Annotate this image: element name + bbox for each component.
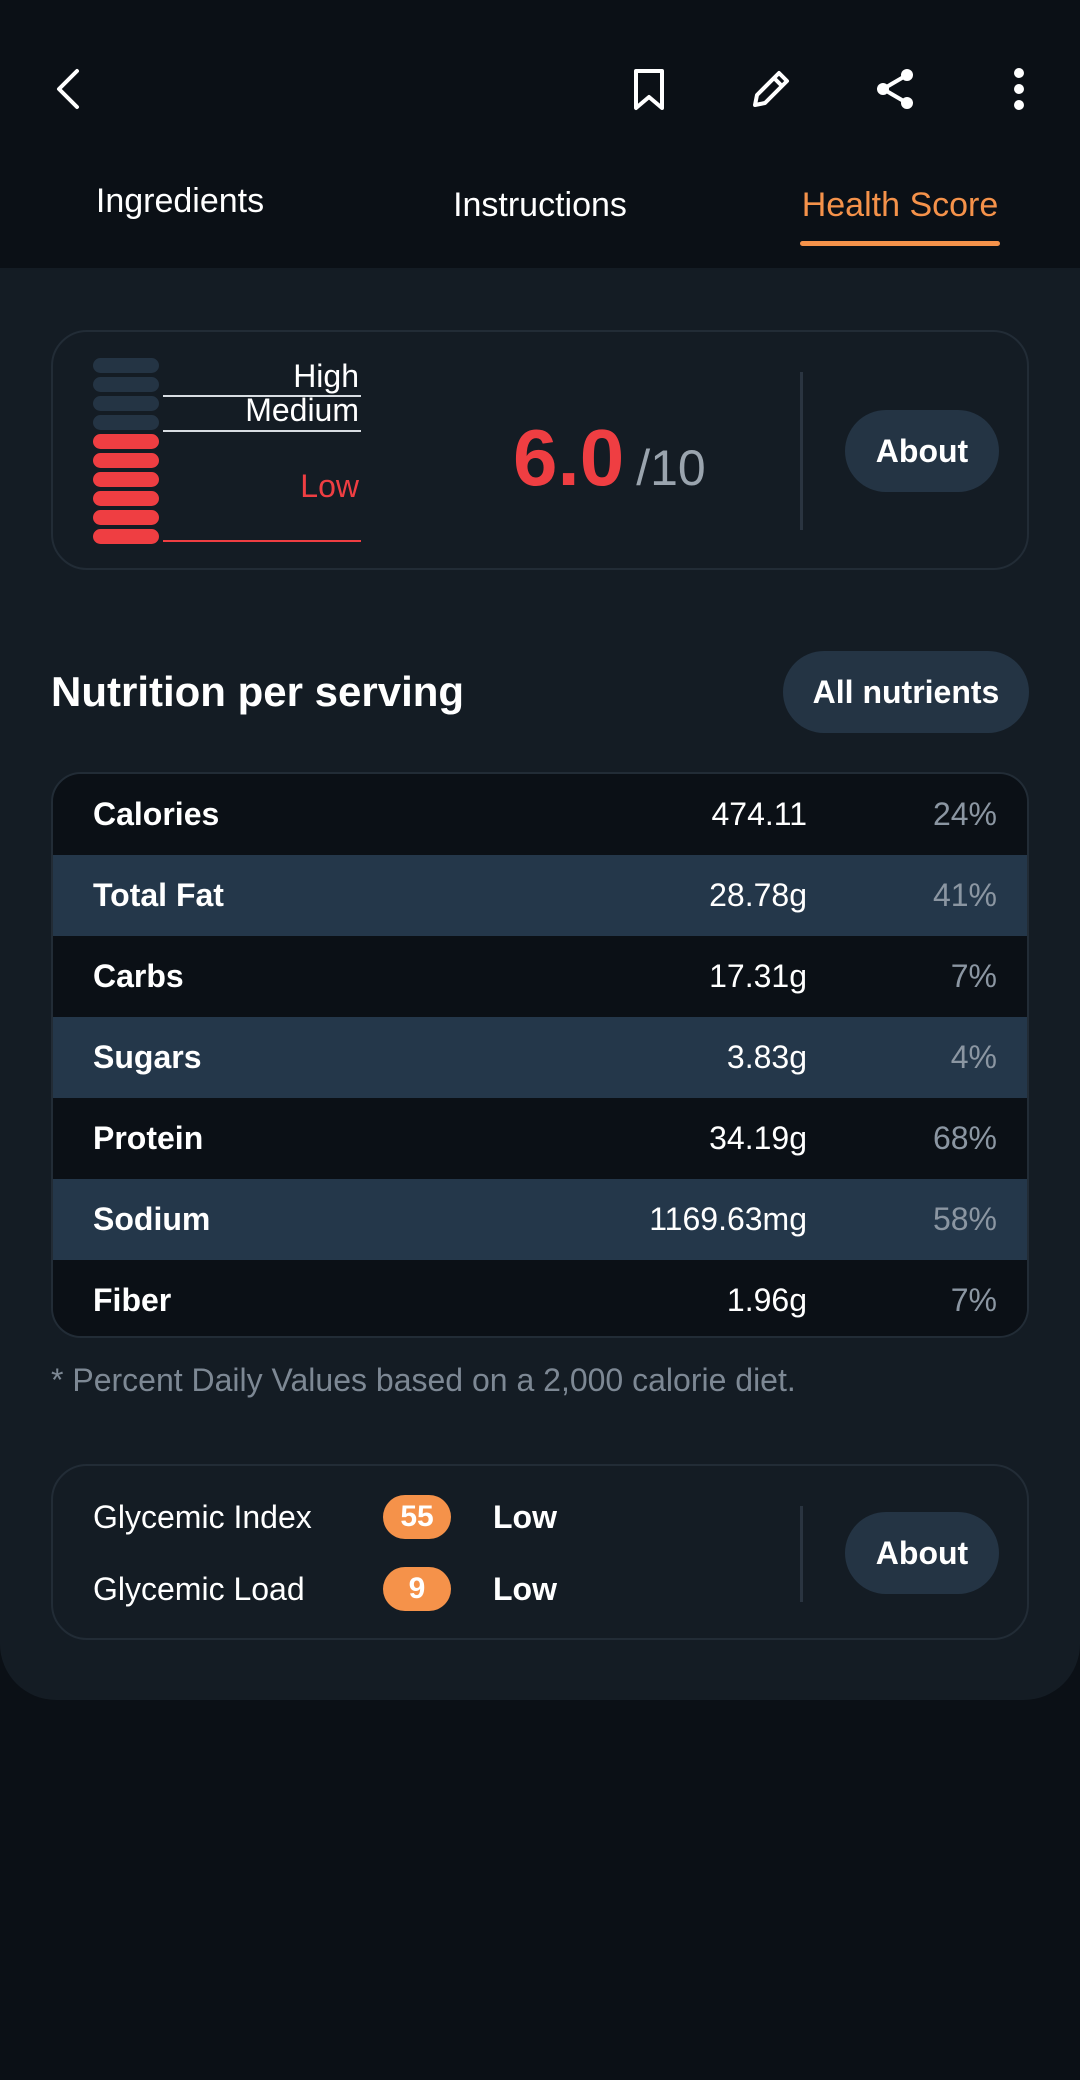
- all-nutrients-button[interactable]: All nutrients: [783, 651, 1029, 733]
- nutrient-percent: 7%: [950, 958, 997, 994]
- tab-health-score[interactable]: Health Score: [800, 186, 1000, 266]
- nutrient-amount: 3.83g: [726, 1039, 807, 1075]
- back-arrow-icon: [57, 69, 79, 109]
- meter-segment: [93, 529, 159, 544]
- table-row: Protein 34.19g 68%: [53, 1098, 1027, 1179]
- meter-segment: [93, 434, 159, 449]
- nutrient-percent: 7%: [950, 1282, 997, 1318]
- nutrient-amount: 17.31g: [709, 958, 807, 994]
- level-low-label: Low: [300, 468, 359, 504]
- tab-instructions-label: Instructions: [453, 186, 627, 224]
- pencil-icon: [753, 71, 789, 107]
- edit-button[interactable]: [736, 54, 806, 124]
- table-row: Sodium 1169.63mg 58%: [53, 1179, 1027, 1260]
- bookmark-icon: [634, 69, 664, 110]
- meter-segment: [93, 377, 159, 392]
- nutrient-name: Protein: [93, 1120, 204, 1156]
- level-high-label: High: [293, 358, 359, 394]
- glycemic-card-divider: [800, 1506, 803, 1602]
- glycemic-about-label: About: [875, 1534, 969, 1571]
- meter-segment: [93, 358, 159, 373]
- nutrient-name: Sodium: [93, 1201, 211, 1237]
- meter-segment: [93, 396, 159, 411]
- table-row: Calories 474.11 24%: [53, 774, 1027, 855]
- level-high-divider: [163, 395, 361, 397]
- back-button[interactable]: [36, 54, 106, 124]
- glycemic-index-badge: 55: [383, 1495, 451, 1539]
- bookmark-button[interactable]: [614, 54, 684, 124]
- nutrient-percent: 41%: [932, 877, 997, 913]
- health-score-card: High Medium Low 6.0 /10 About: [51, 330, 1029, 570]
- health-score-value: 6.0 /10: [513, 412, 813, 512]
- nutrition-table: Calories 474.11 24% Total Fat 28.78g 41%…: [51, 772, 1029, 1338]
- nutrient-name: Total Fat: [93, 877, 224, 913]
- nutrient-name: Calories: [93, 796, 220, 832]
- nutrient-amount: 1.96g: [726, 1282, 807, 1318]
- health-score-meter: [93, 358, 159, 548]
- glycemic-load-level: Low: [493, 1570, 557, 1607]
- active-tab-indicator: [800, 241, 1000, 246]
- meter-segment: [93, 415, 159, 430]
- table-row: Fiber 1.96g 7%: [53, 1260, 1027, 1336]
- meter-segment: [93, 453, 159, 468]
- tab-ingredients-label: Ingredients: [95, 182, 265, 220]
- health-score-about-label: About: [875, 432, 969, 469]
- health-score-about-button[interactable]: About: [845, 410, 999, 492]
- score-card-divider: [800, 372, 803, 530]
- meter-segment: [93, 491, 159, 506]
- tab-health-score-label: Health Score: [801, 186, 999, 224]
- meter-segment: [93, 472, 159, 487]
- glycemic-load-label: Glycemic Load: [93, 1570, 305, 1607]
- nutrition-title: Nutrition per serving: [51, 668, 465, 715]
- all-nutrients-label: All nutrients: [812, 673, 1000, 710]
- score-denominator: /10: [636, 440, 706, 496]
- share-icon: [877, 69, 913, 109]
- tab-instructions[interactable]: Instructions: [440, 186, 640, 266]
- nutrient-name: Fiber: [93, 1282, 172, 1318]
- nutrient-percent: 68%: [932, 1120, 997, 1156]
- table-row: Carbs 17.31g 7%: [53, 936, 1027, 1017]
- score-number: 6.0: [513, 413, 625, 502]
- table-row: Sugars 3.83g 4%: [53, 1017, 1027, 1098]
- nutrient-amount: 28.78g: [709, 877, 807, 913]
- glycemic-index-label: Glycemic Index: [93, 1498, 312, 1535]
- glycemic-load-row: Glycemic Load 9 Low: [93, 1566, 557, 1612]
- top-app-bar: Ingredients Instructions Health Score: [0, 0, 1080, 268]
- nutrient-percent: 58%: [932, 1201, 997, 1237]
- glycemic-index-row: Glycemic Index 55 Low: [93, 1494, 557, 1540]
- health-score-panel: High Medium Low 6.0 /10 About Nutrition …: [0, 268, 1080, 1700]
- glycemic-about-button[interactable]: About: [845, 1512, 999, 1594]
- nutrient-name: Sugars: [93, 1039, 202, 1075]
- nutrient-percent: 4%: [950, 1039, 997, 1075]
- meter-segment: [93, 510, 159, 525]
- table-row: Total Fat 28.78g 41%: [53, 855, 1027, 936]
- tab-bar: Ingredients Instructions Health Score: [0, 170, 1080, 268]
- more-vertical-icon: [1014, 68, 1024, 110]
- level-medium-label: Medium: [245, 392, 359, 428]
- nutrient-amount: 1169.63mg: [649, 1201, 807, 1237]
- nutrient-amount: 474.11: [711, 796, 808, 832]
- glycemic-index-level: Low: [493, 1498, 557, 1535]
- nutrient-percent: 24%: [932, 796, 997, 832]
- nutrient-amount: 34.19g: [709, 1120, 807, 1156]
- glycemic-load-badge: 9: [383, 1567, 451, 1611]
- daily-value-footnote: * Percent Daily Values based on a 2,000 …: [51, 1362, 796, 1398]
- nutrient-name: Carbs: [93, 958, 184, 994]
- more-options-button[interactable]: [984, 54, 1054, 124]
- share-button[interactable]: [860, 54, 930, 124]
- level-medium-divider: [163, 430, 361, 432]
- tab-ingredients[interactable]: Ingredients: [80, 182, 280, 262]
- level-low-divider: [163, 540, 361, 542]
- glycemic-card: Glycemic Index 55 Low Glycemic Load 9 Lo…: [51, 1464, 1029, 1640]
